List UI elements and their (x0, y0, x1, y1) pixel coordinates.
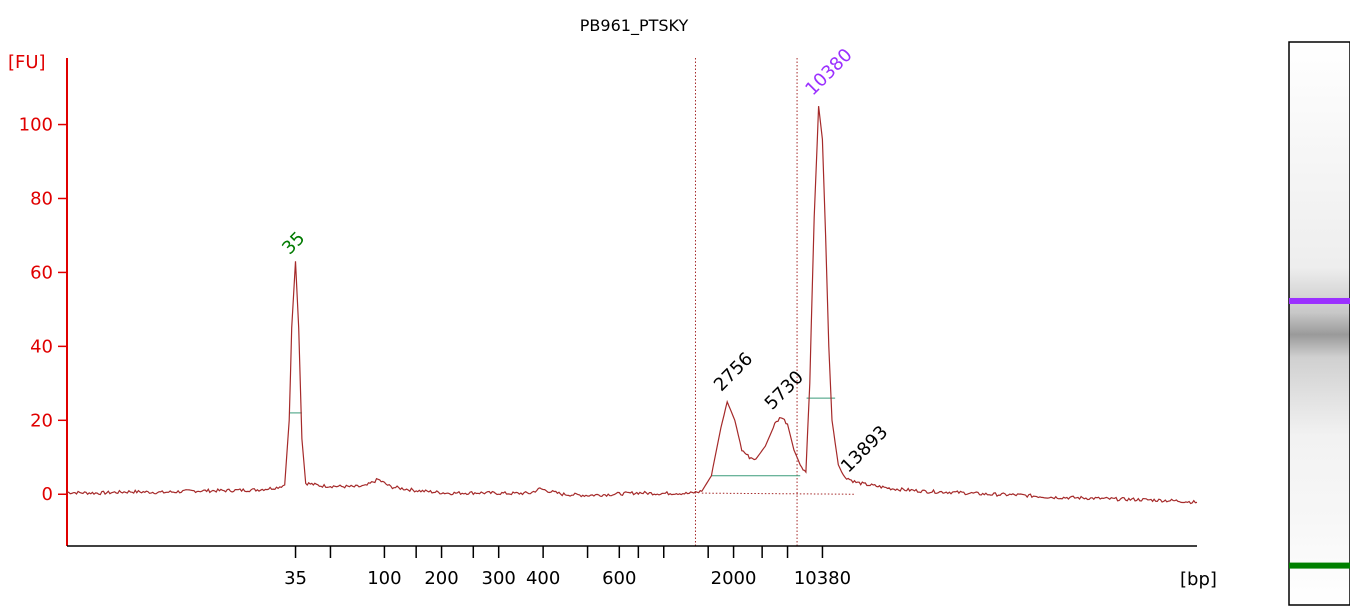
y-axis: 0 20 40 60 80 100 (19, 58, 68, 546)
y-tick-label: 40 (30, 336, 53, 357)
y-tick-label: 60 (30, 262, 53, 283)
series-line (66, 106, 1198, 505)
region-markers (694, 58, 798, 546)
x-tick-label: 10380 (794, 568, 851, 589)
peak-label: 5730 (761, 367, 808, 414)
peak-baseline-dotted (701, 492, 855, 495)
chart-title: PB961_PTSKY (580, 16, 689, 36)
x-tick-label: 400 (526, 568, 560, 589)
peak-labels: 35 2756 5730 10380 13893 (278, 45, 892, 477)
x-axis: 35 100 200 300 400 600 2000 10380 (67, 545, 1197, 589)
peak-baselines (289, 397, 855, 495)
y-tick-label: 20 (30, 410, 53, 431)
x-tick-label: 35 (284, 568, 307, 589)
peak-label: 10380 (801, 45, 856, 100)
x-tick-label: 200 (424, 568, 458, 589)
peak-label: 35 (278, 228, 309, 259)
y-tick-label: 0 (42, 484, 53, 505)
x-tick-label: 600 (602, 568, 636, 589)
y-axis-unit: [FU] (8, 52, 46, 73)
gel-band (1289, 297, 1350, 304)
gel-band (1289, 562, 1350, 569)
x-tick-label: 2000 (711, 568, 757, 589)
x-tick-label: 100 (367, 568, 401, 589)
y-tick-label: 100 (19, 115, 53, 136)
peak-label: 2756 (710, 348, 757, 395)
peak-label: 13893 (837, 422, 892, 477)
gel-lane (1288, 41, 1350, 606)
x-axis-unit: [bp] (1180, 569, 1217, 590)
gel-lane-frame (1288, 41, 1350, 606)
x-tick-label: 300 (482, 568, 516, 589)
series-group (66, 106, 1198, 505)
y-tick-label: 80 (30, 188, 53, 209)
